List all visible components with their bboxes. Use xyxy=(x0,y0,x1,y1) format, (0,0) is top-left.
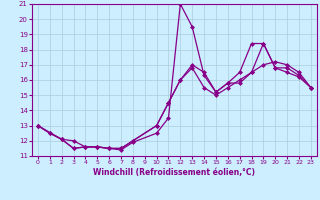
X-axis label: Windchill (Refroidissement éolien,°C): Windchill (Refroidissement éolien,°C) xyxy=(93,168,255,177)
